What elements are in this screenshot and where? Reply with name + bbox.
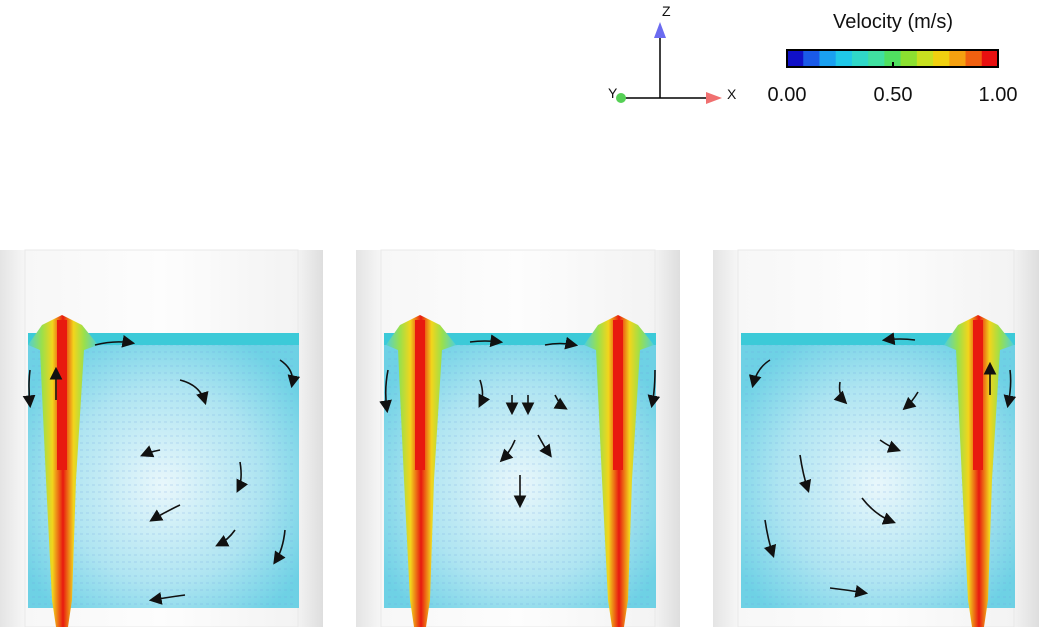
jet — [584, 315, 654, 627]
flow-arrow — [499, 439, 516, 463]
flow-arrow — [1003, 369, 1017, 409]
flow-arrow — [379, 369, 392, 414]
colorbar-segment — [851, 50, 869, 67]
colorbar-segment — [981, 50, 999, 67]
axis-label: Y — [608, 85, 618, 101]
flow-arrow — [236, 461, 249, 493]
flow-arrow — [861, 497, 896, 525]
flow-arrow — [763, 519, 777, 559]
flow-arrow — [215, 529, 236, 547]
simulation-panel — [356, 249, 680, 627]
flow-arrow — [748, 359, 771, 389]
colorbar-segment — [868, 50, 885, 67]
flow-arrow — [553, 394, 568, 410]
flow-arrow — [478, 379, 491, 408]
simulation-panel — [713, 249, 1039, 627]
flow-arrow — [148, 592, 186, 605]
flow-arrow — [279, 359, 301, 389]
colorbar-segment — [819, 50, 837, 67]
jet-core — [613, 320, 623, 470]
colorbar-segment — [884, 50, 902, 67]
axis-label: X — [727, 86, 737, 102]
colorbar-tick-label: 1.00 — [979, 84, 1018, 106]
colorbar-segment — [916, 50, 934, 67]
flow-arrow — [537, 434, 552, 458]
flow-arrow — [798, 454, 812, 494]
flow-arrow — [94, 335, 136, 348]
colorbar-segment — [949, 50, 967, 67]
colorbar-segment — [803, 50, 820, 67]
flow-arrow — [140, 445, 161, 458]
jet-core — [973, 320, 983, 470]
colorbar-segment — [900, 50, 918, 67]
panels — [0, 249, 1039, 627]
colorbar-tick-label: 0.50 — [874, 84, 913, 106]
flow-arrow — [647, 369, 661, 409]
jet-core — [57, 320, 67, 470]
colorbar-segment — [965, 50, 983, 67]
flow-arrow — [469, 334, 504, 348]
flow-arrow — [829, 585, 869, 598]
colorbar-segment — [787, 50, 804, 67]
flow-arrow — [179, 379, 209, 406]
flow-arrow — [902, 391, 919, 411]
simulation-panel — [0, 249, 323, 627]
jet — [944, 315, 1014, 627]
colorbar: Velocity (m/s) 0.00 0.50 1.00 — [768, 11, 1018, 106]
colorbar-title: Velocity (m/s) — [833, 11, 953, 33]
surface-flow — [28, 333, 299, 345]
colorbar-segment — [933, 50, 950, 67]
jet-core — [415, 320, 425, 470]
axis-label: Z — [662, 3, 671, 19]
axis-triad: Z Y X — [608, 3, 737, 104]
colorbar-tick-label: 0.00 — [768, 84, 807, 106]
flow-arrow — [273, 529, 286, 565]
jet — [386, 315, 456, 627]
flow-arrow — [149, 504, 181, 522]
flow-arrow — [22, 369, 36, 409]
flow-arrow — [881, 332, 916, 346]
flow-arrow — [544, 336, 579, 350]
jet — [28, 315, 98, 627]
flow-arrow — [879, 439, 901, 453]
colorbar-segment — [835, 50, 853, 67]
flow-arrow — [833, 381, 848, 405]
